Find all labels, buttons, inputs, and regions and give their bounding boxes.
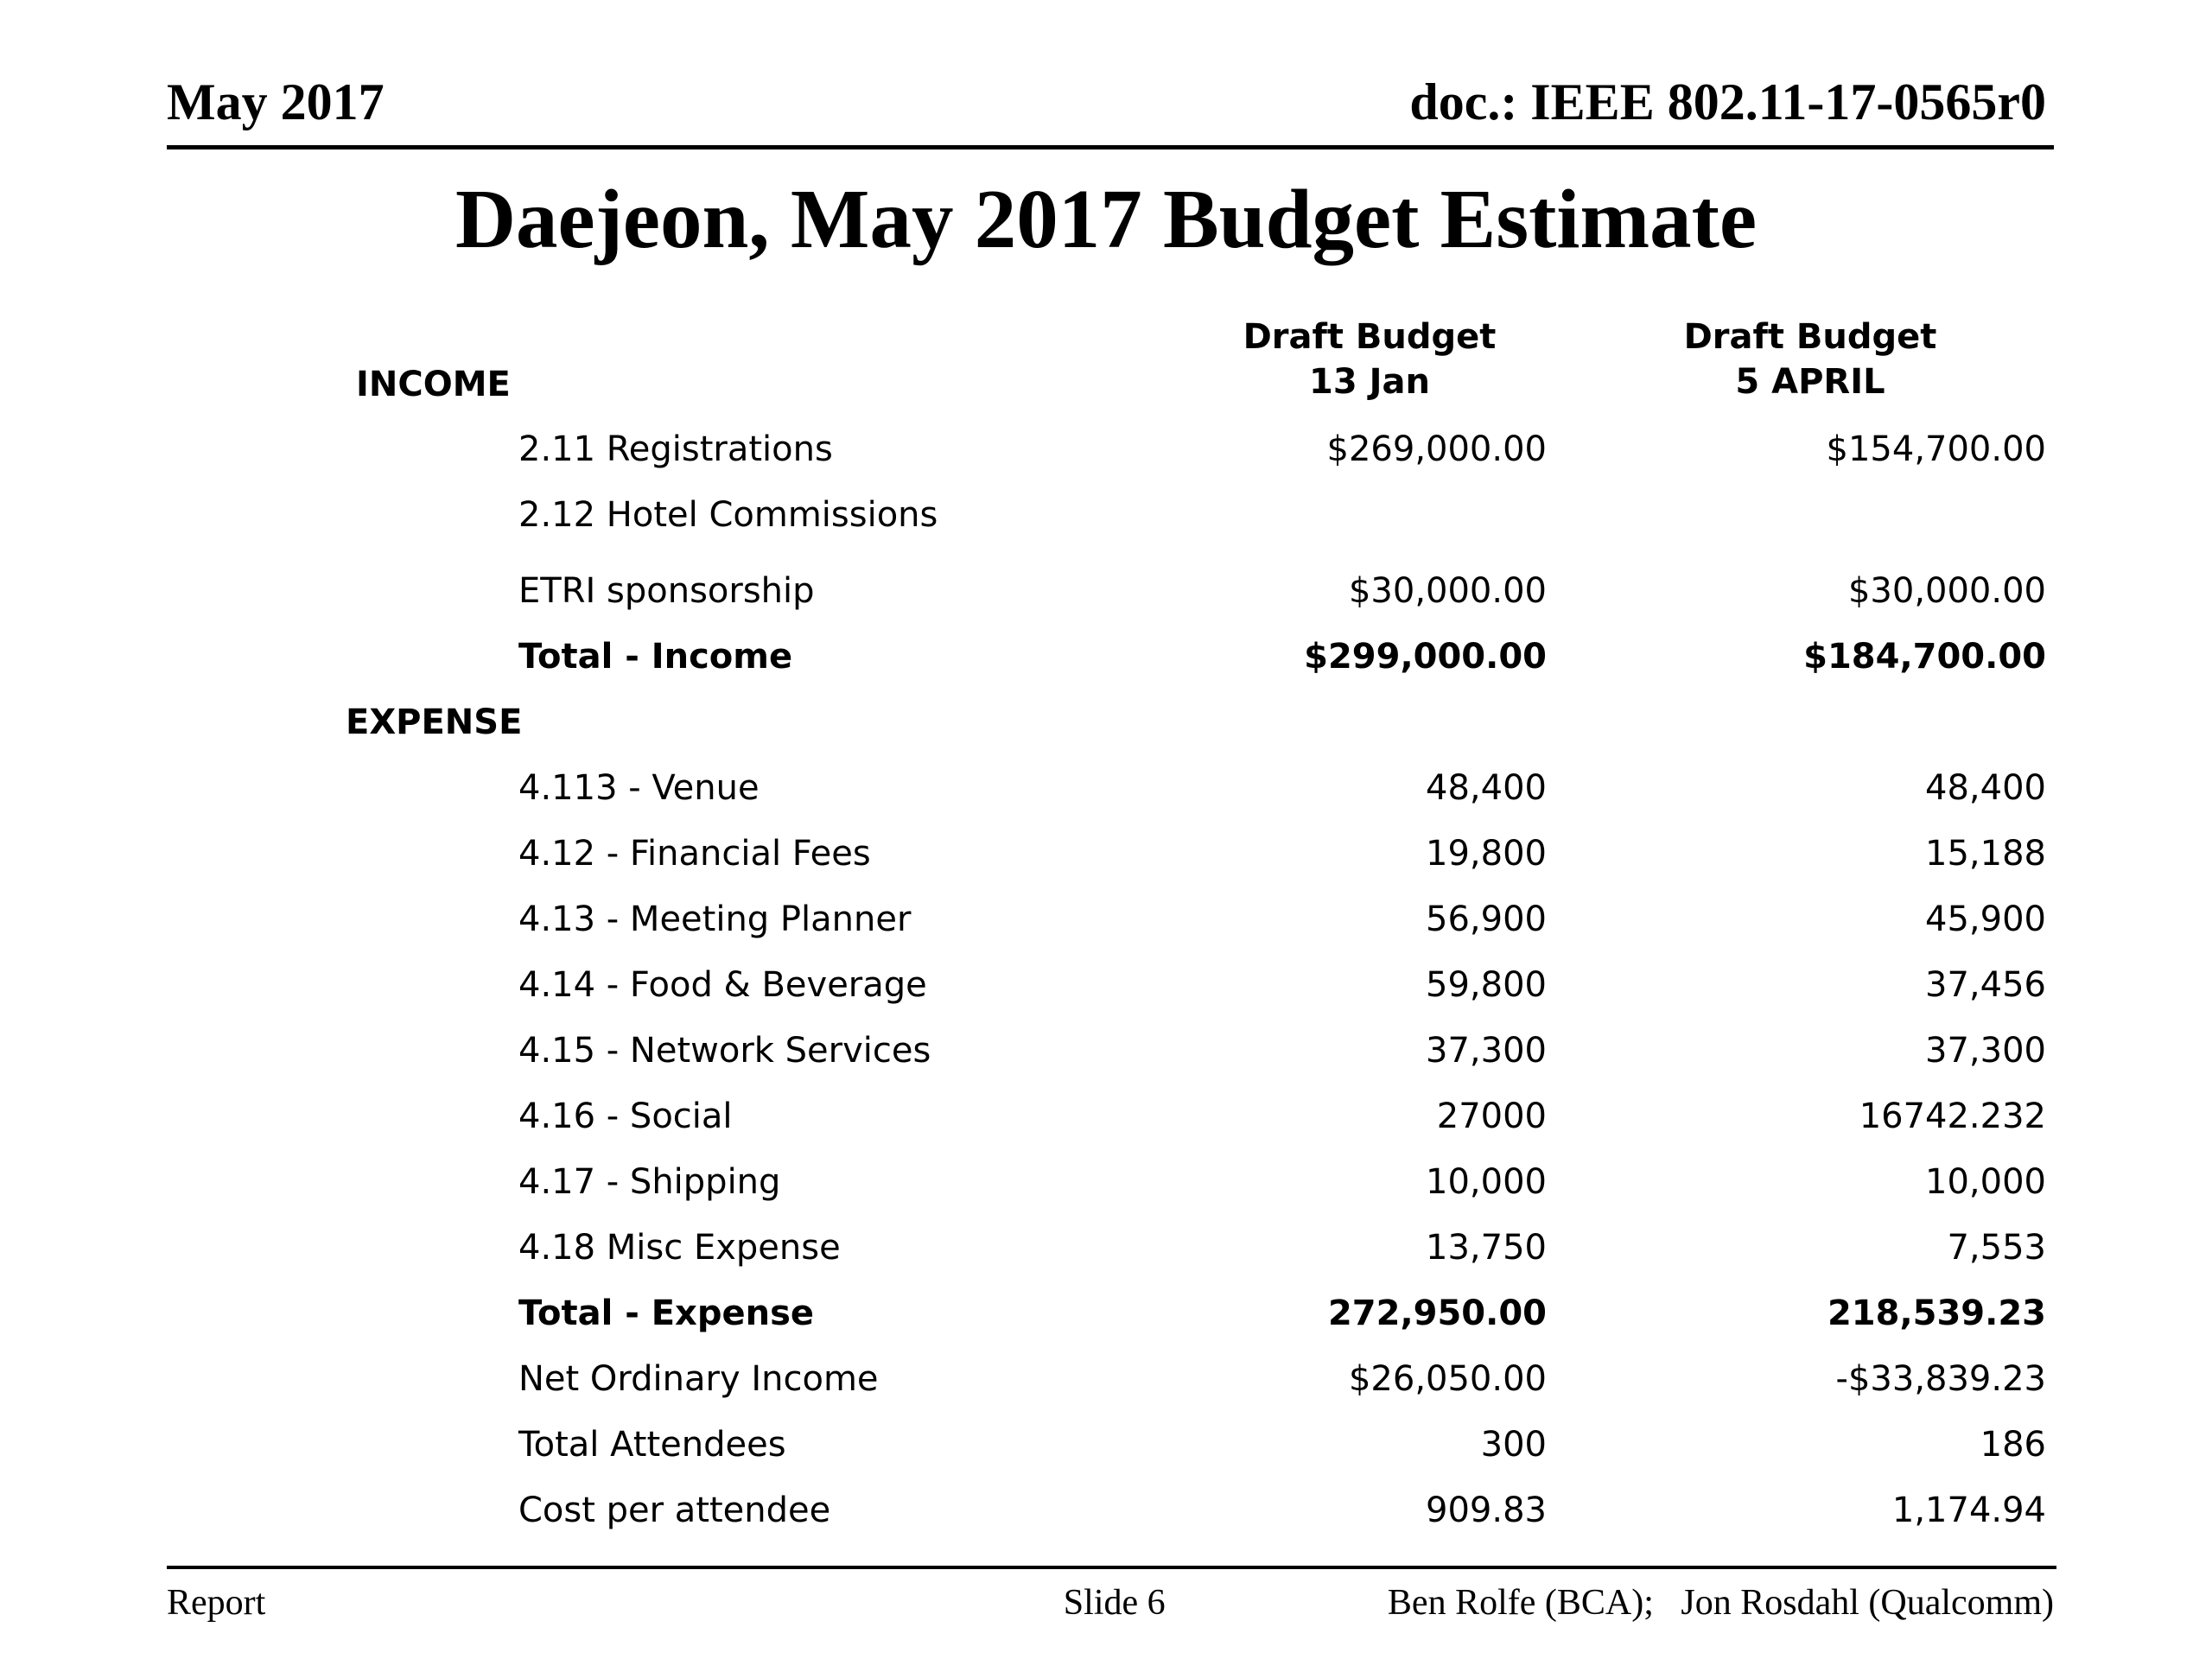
column-header-5april: Draft Budget 5 APRIL — [1564, 315, 2056, 404]
header-date: May 2017 — [167, 73, 385, 130]
row-value-5april: 37,300 — [1925, 1031, 2046, 1071]
row-value-5april: 186 — [1980, 1425, 2046, 1465]
row-value-5april: -$33,839.23 — [1835, 1359, 2046, 1399]
row-label: Cost per attendee — [518, 1491, 831, 1530]
row-label: 4.16 - Social — [518, 1096, 733, 1136]
row-value-13jan: 10,000 — [1426, 1162, 1547, 1202]
table-row: EXPENSE — [346, 690, 2056, 755]
row-value-13jan: 27000 — [1436, 1096, 1547, 1136]
row-label: 2.12 Hotel Commissions — [518, 495, 938, 535]
column-header-13jan-line2: 13 Jan — [1309, 362, 1430, 402]
column-header-13jan-line1: Draft Budget — [1243, 317, 1497, 357]
budget-table: INCOME Draft Budget 13 Jan Draft Budget … — [346, 309, 2056, 1543]
table-row: Total - Expense 272,950.00 218,539.23 — [346, 1281, 2056, 1346]
row-value-5april: 1,174.94 — [1891, 1491, 2046, 1530]
row-label: 2.11 Registrations — [518, 429, 833, 469]
header-rule — [167, 145, 2054, 149]
column-header-5april-line2: 5 APRIL — [1735, 362, 1885, 402]
income-section-label: INCOME — [356, 365, 511, 404]
row-label: 4.14 - Food & Beverage — [518, 965, 927, 1005]
row-label: 4.17 - Shipping — [518, 1162, 781, 1202]
header-doc-number: doc.: IEEE 802.11-17-0565r0 — [1409, 73, 2046, 130]
table-row: 4.14 - Food & Beverage 59,800 37,456 — [346, 952, 2056, 1018]
table-header-row: INCOME Draft Budget 13 Jan Draft Budget … — [346, 309, 2056, 404]
row-value-13jan: 59,800 — [1426, 965, 1547, 1005]
row-value-5april: 45,900 — [1925, 899, 2046, 939]
row-value-13jan: 909.83 — [1426, 1491, 1547, 1530]
row-value-5april: $30,000.00 — [1847, 571, 2046, 611]
row-value-5april: 7,553 — [1947, 1228, 2046, 1268]
footer-slide-number: Slide 6 — [1063, 1583, 1166, 1623]
row-value-13jan: 13,750 — [1426, 1228, 1547, 1268]
row-value-13jan: 56,900 — [1426, 899, 1547, 939]
row-value-13jan: $269,000.00 — [1326, 429, 1547, 469]
table-row: 4.18 Misc Expense 13,750 7,553 — [346, 1215, 2056, 1281]
table-row: 4.113 - Venue 48,400 48,400 — [346, 755, 2056, 821]
footer-report-label: Report — [167, 1583, 266, 1623]
row-label: 4.18 Misc Expense — [518, 1228, 841, 1268]
table-row: 4.17 - Shipping 10,000 10,000 — [346, 1149, 2056, 1215]
row-value-5april: 15,188 — [1925, 834, 2046, 874]
row-label: EXPENSE — [346, 702, 523, 742]
row-value-13jan: 37,300 — [1426, 1031, 1547, 1071]
column-header-13jan: Draft Budget 13 Jan — [1175, 315, 1564, 404]
slide-header: May 2017 doc.: IEEE 802.11-17-0565r0 — [167, 76, 2046, 128]
row-label: 4.15 - Network Services — [518, 1031, 931, 1071]
table-row: 2.12 Hotel Commissions — [346, 482, 2056, 548]
footer-rule — [167, 1566, 2056, 1569]
footer-authors: Ben Rolfe (BCA); Jon Rosdahl (Qualcomm) — [1387, 1583, 2054, 1623]
page-title: Daejeon, May 2017 Budget Estimate — [454, 173, 1757, 265]
row-label: ETRI sponsorship — [518, 571, 815, 611]
table-body: 2.11 Registrations $269,000.00 $154,700.… — [346, 416, 2056, 1543]
row-value-5april: 16742.232 — [1859, 1096, 2046, 1136]
row-value-13jan: 300 — [1480, 1425, 1547, 1465]
row-label: Net Ordinary Income — [518, 1359, 879, 1399]
row-value-5april: $154,700.00 — [1826, 429, 2046, 469]
table-row: Net Ordinary Income $26,050.00 -$33,839.… — [346, 1346, 2056, 1412]
row-value-13jan: $30,000.00 — [1348, 571, 1547, 611]
column-header-5april-line1: Draft Budget — [1683, 317, 1937, 357]
table-row: Total Attendees 300 186 — [346, 1412, 2056, 1478]
table-row: ETRI sponsorship $30,000.00 $30,000.00 — [346, 558, 2056, 624]
row-value-13jan: 19,800 — [1426, 834, 1547, 874]
row-value-13jan: 48,400 — [1426, 768, 1547, 808]
table-row: Total - Income $299,000.00 $184,700.00 — [346, 624, 2056, 690]
row-label: 4.12 - Financial Fees — [518, 834, 871, 874]
table-row: 4.12 - Financial Fees 19,800 15,188 — [346, 821, 2056, 887]
table-row: 4.13 - Meeting Planner 56,900 45,900 — [346, 887, 2056, 952]
row-label: 4.113 - Venue — [518, 768, 760, 808]
row-value-5april: 218,539.23 — [1827, 1294, 2046, 1333]
row-label: 4.13 - Meeting Planner — [518, 899, 912, 939]
row-value-5april: 48,400 — [1925, 768, 2046, 808]
table-row: 4.16 - Social 27000 16742.232 — [346, 1084, 2056, 1149]
slide-footer: Report Slide 6 Ben Rolfe (BCA); Jon Rosd… — [167, 1581, 2054, 1633]
row-value-13jan: $299,000.00 — [1304, 637, 1547, 677]
row-value-5april: $184,700.00 — [1803, 637, 2046, 677]
row-value-13jan: $26,050.00 — [1348, 1359, 1547, 1399]
table-row: 2.11 Registrations $269,000.00 $154,700.… — [346, 416, 2056, 482]
row-value-5april: 37,456 — [1925, 965, 2046, 1005]
row-label: Total - Income — [518, 637, 793, 677]
row-value-13jan: 272,950.00 — [1327, 1294, 1547, 1333]
table-row: 4.15 - Network Services 37,300 37,300 — [346, 1018, 2056, 1084]
row-label: Total - Expense — [518, 1294, 815, 1333]
row-label: Total Attendees — [518, 1425, 786, 1465]
row-value-5april: 10,000 — [1925, 1162, 2046, 1202]
table-row: Cost per attendee 909.83 1,174.94 — [346, 1478, 2056, 1543]
